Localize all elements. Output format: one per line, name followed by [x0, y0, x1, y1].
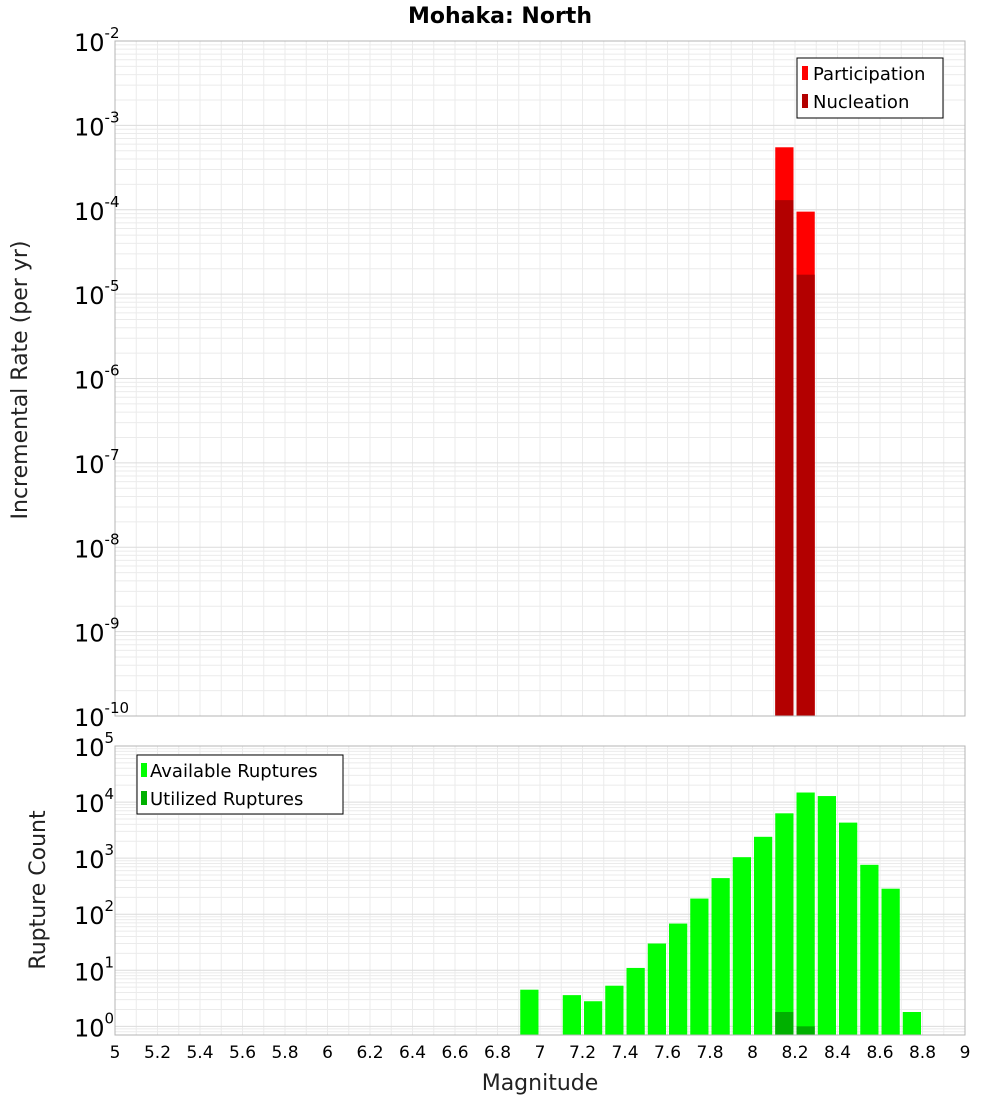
top-y-tick-label: 10-5	[74, 277, 120, 310]
top-bars	[775, 147, 815, 717]
x-tick-label: 5.4	[186, 1043, 213, 1063]
top-y-tick-label: 10-2	[74, 24, 120, 57]
available-ruptures-bar	[817, 796, 836, 1035]
available-ruptures-bar	[605, 985, 624, 1035]
utilized-legend-swatch	[141, 791, 147, 805]
available-ruptures-bar	[669, 923, 688, 1035]
x-tick-label: 8.6	[866, 1043, 893, 1063]
top-y-tick-label: 10-3	[74, 108, 120, 141]
bottom-y-tick-label: 101	[74, 953, 114, 986]
bottom-y-tick-label: 100	[74, 1009, 114, 1042]
x-tick-label: 5.8	[271, 1043, 298, 1063]
bottom-y-axis-label: Rupture Count	[26, 810, 51, 970]
x-tick-label: 6	[322, 1043, 333, 1063]
top-y-tick-label: 10-4	[74, 193, 120, 226]
available-ruptures-bar	[732, 857, 751, 1035]
x-tick-label: 9	[960, 1043, 971, 1063]
top-y-tick-labels: 10-2 10-3 10-4 10-5 10-6 10-7 10-8 10-9 10-10	[74, 24, 129, 732]
nucleation-bar	[775, 200, 794, 716]
top-legend: Participation Nucleation	[796, 57, 944, 119]
utilized-ruptures-bar	[775, 1012, 794, 1035]
x-tick-label: 7	[535, 1043, 546, 1063]
x-tick-label: 6.6	[441, 1043, 468, 1063]
available-ruptures-bar	[520, 989, 539, 1035]
bottom-bars	[520, 792, 921, 1035]
available-ruptures-bar	[754, 836, 773, 1035]
available-ruptures-bar	[902, 1012, 921, 1035]
x-tick-label: 8.4	[824, 1043, 851, 1063]
x-tick-label: 5.6	[229, 1043, 256, 1063]
x-tick-label: 5.2	[144, 1043, 171, 1063]
available-ruptures-bar	[839, 822, 858, 1035]
x-tick-label: 6.2	[356, 1043, 383, 1063]
bottom-y-tick-label: 102	[74, 897, 114, 930]
top-y-tick-label: 10-10	[74, 699, 129, 732]
bottom-y-tick-label: 105	[74, 729, 114, 762]
x-tick-label: 7.2	[569, 1043, 596, 1063]
x-tick-labels: 5 5.2 5.4 5.6 5.8 6 6.2 6.4 6.6 6.8 7 7.2 7.4 7.6 7.8 8…	[110, 1043, 971, 1063]
chart-title: Mohaka: North	[408, 4, 592, 29]
available-ruptures-bar	[626, 967, 645, 1035]
available-ruptures-bar	[881, 888, 900, 1035]
nucleation-legend-label: Nucleation	[813, 92, 909, 113]
bottom-y-tick-label: 104	[74, 785, 114, 818]
bottom-y-tick-labels: 105 104 103 102 101 100	[74, 729, 114, 1042]
bottom-y-tick-label: 103	[74, 841, 114, 874]
x-tick-label: 6.4	[399, 1043, 426, 1063]
top-legend-box	[796, 57, 944, 119]
available-ruptures-bar	[796, 792, 815, 1035]
bottom-gridlines	[114, 745, 966, 1036]
available-legend-swatch	[141, 763, 147, 777]
top-y-tick-label: 10-9	[74, 615, 120, 648]
available-legend-label: Available Ruptures	[150, 761, 318, 782]
utilized-ruptures-bar	[796, 1026, 815, 1035]
x-tick-label: 8.8	[909, 1043, 936, 1063]
x-tick-label: 7.8	[696, 1043, 723, 1063]
available-ruptures-bar	[775, 813, 794, 1035]
x-tick-label: 6.8	[484, 1043, 511, 1063]
x-tick-label: 7.6	[654, 1043, 681, 1063]
available-ruptures-bar	[860, 864, 879, 1035]
x-tick-label: 5	[110, 1043, 121, 1063]
available-ruptures-bar	[562, 995, 581, 1035]
bottom-legend: Available Ruptures Utilized Ruptures	[136, 754, 344, 815]
top-plot-frame	[114, 40, 966, 717]
top-gridlines	[114, 40, 966, 717]
top-panel: 10-2 10-3 10-4 10-5 10-6 10-7 10-8 10-9 10-10 In…	[8, 24, 966, 732]
nucleation-bar	[796, 274, 815, 716]
top-y-tick-label: 10-8	[74, 530, 120, 563]
available-ruptures-bar	[647, 943, 666, 1035]
x-axis-label: Magnitude	[482, 1071, 599, 1096]
available-ruptures-bar	[690, 898, 709, 1035]
utilized-legend-label: Utilized Ruptures	[150, 789, 303, 810]
bottom-legend-box	[136, 754, 344, 815]
participation-legend-swatch	[802, 66, 808, 80]
x-tick-label: 8	[747, 1043, 758, 1063]
available-ruptures-bar	[711, 878, 730, 1035]
top-y-tick-label: 10-6	[74, 362, 120, 395]
participation-legend-label: Participation	[813, 64, 925, 85]
x-tick-label: 8.2	[781, 1043, 808, 1063]
bottom-plot-frame	[114, 745, 966, 1036]
bottom-panel: 105 104 103 102 101 100 5 5.2 5.4 5.6 5.8 6 6.2 6.4 6…	[26, 729, 970, 1096]
x-tick-label: 7.4	[611, 1043, 638, 1063]
top-y-tick-label: 10-7	[74, 446, 120, 479]
available-ruptures-bar	[584, 1001, 603, 1035]
top-y-axis-label: Incremental Rate (per yr)	[8, 241, 33, 520]
nucleation-legend-swatch	[802, 94, 808, 108]
